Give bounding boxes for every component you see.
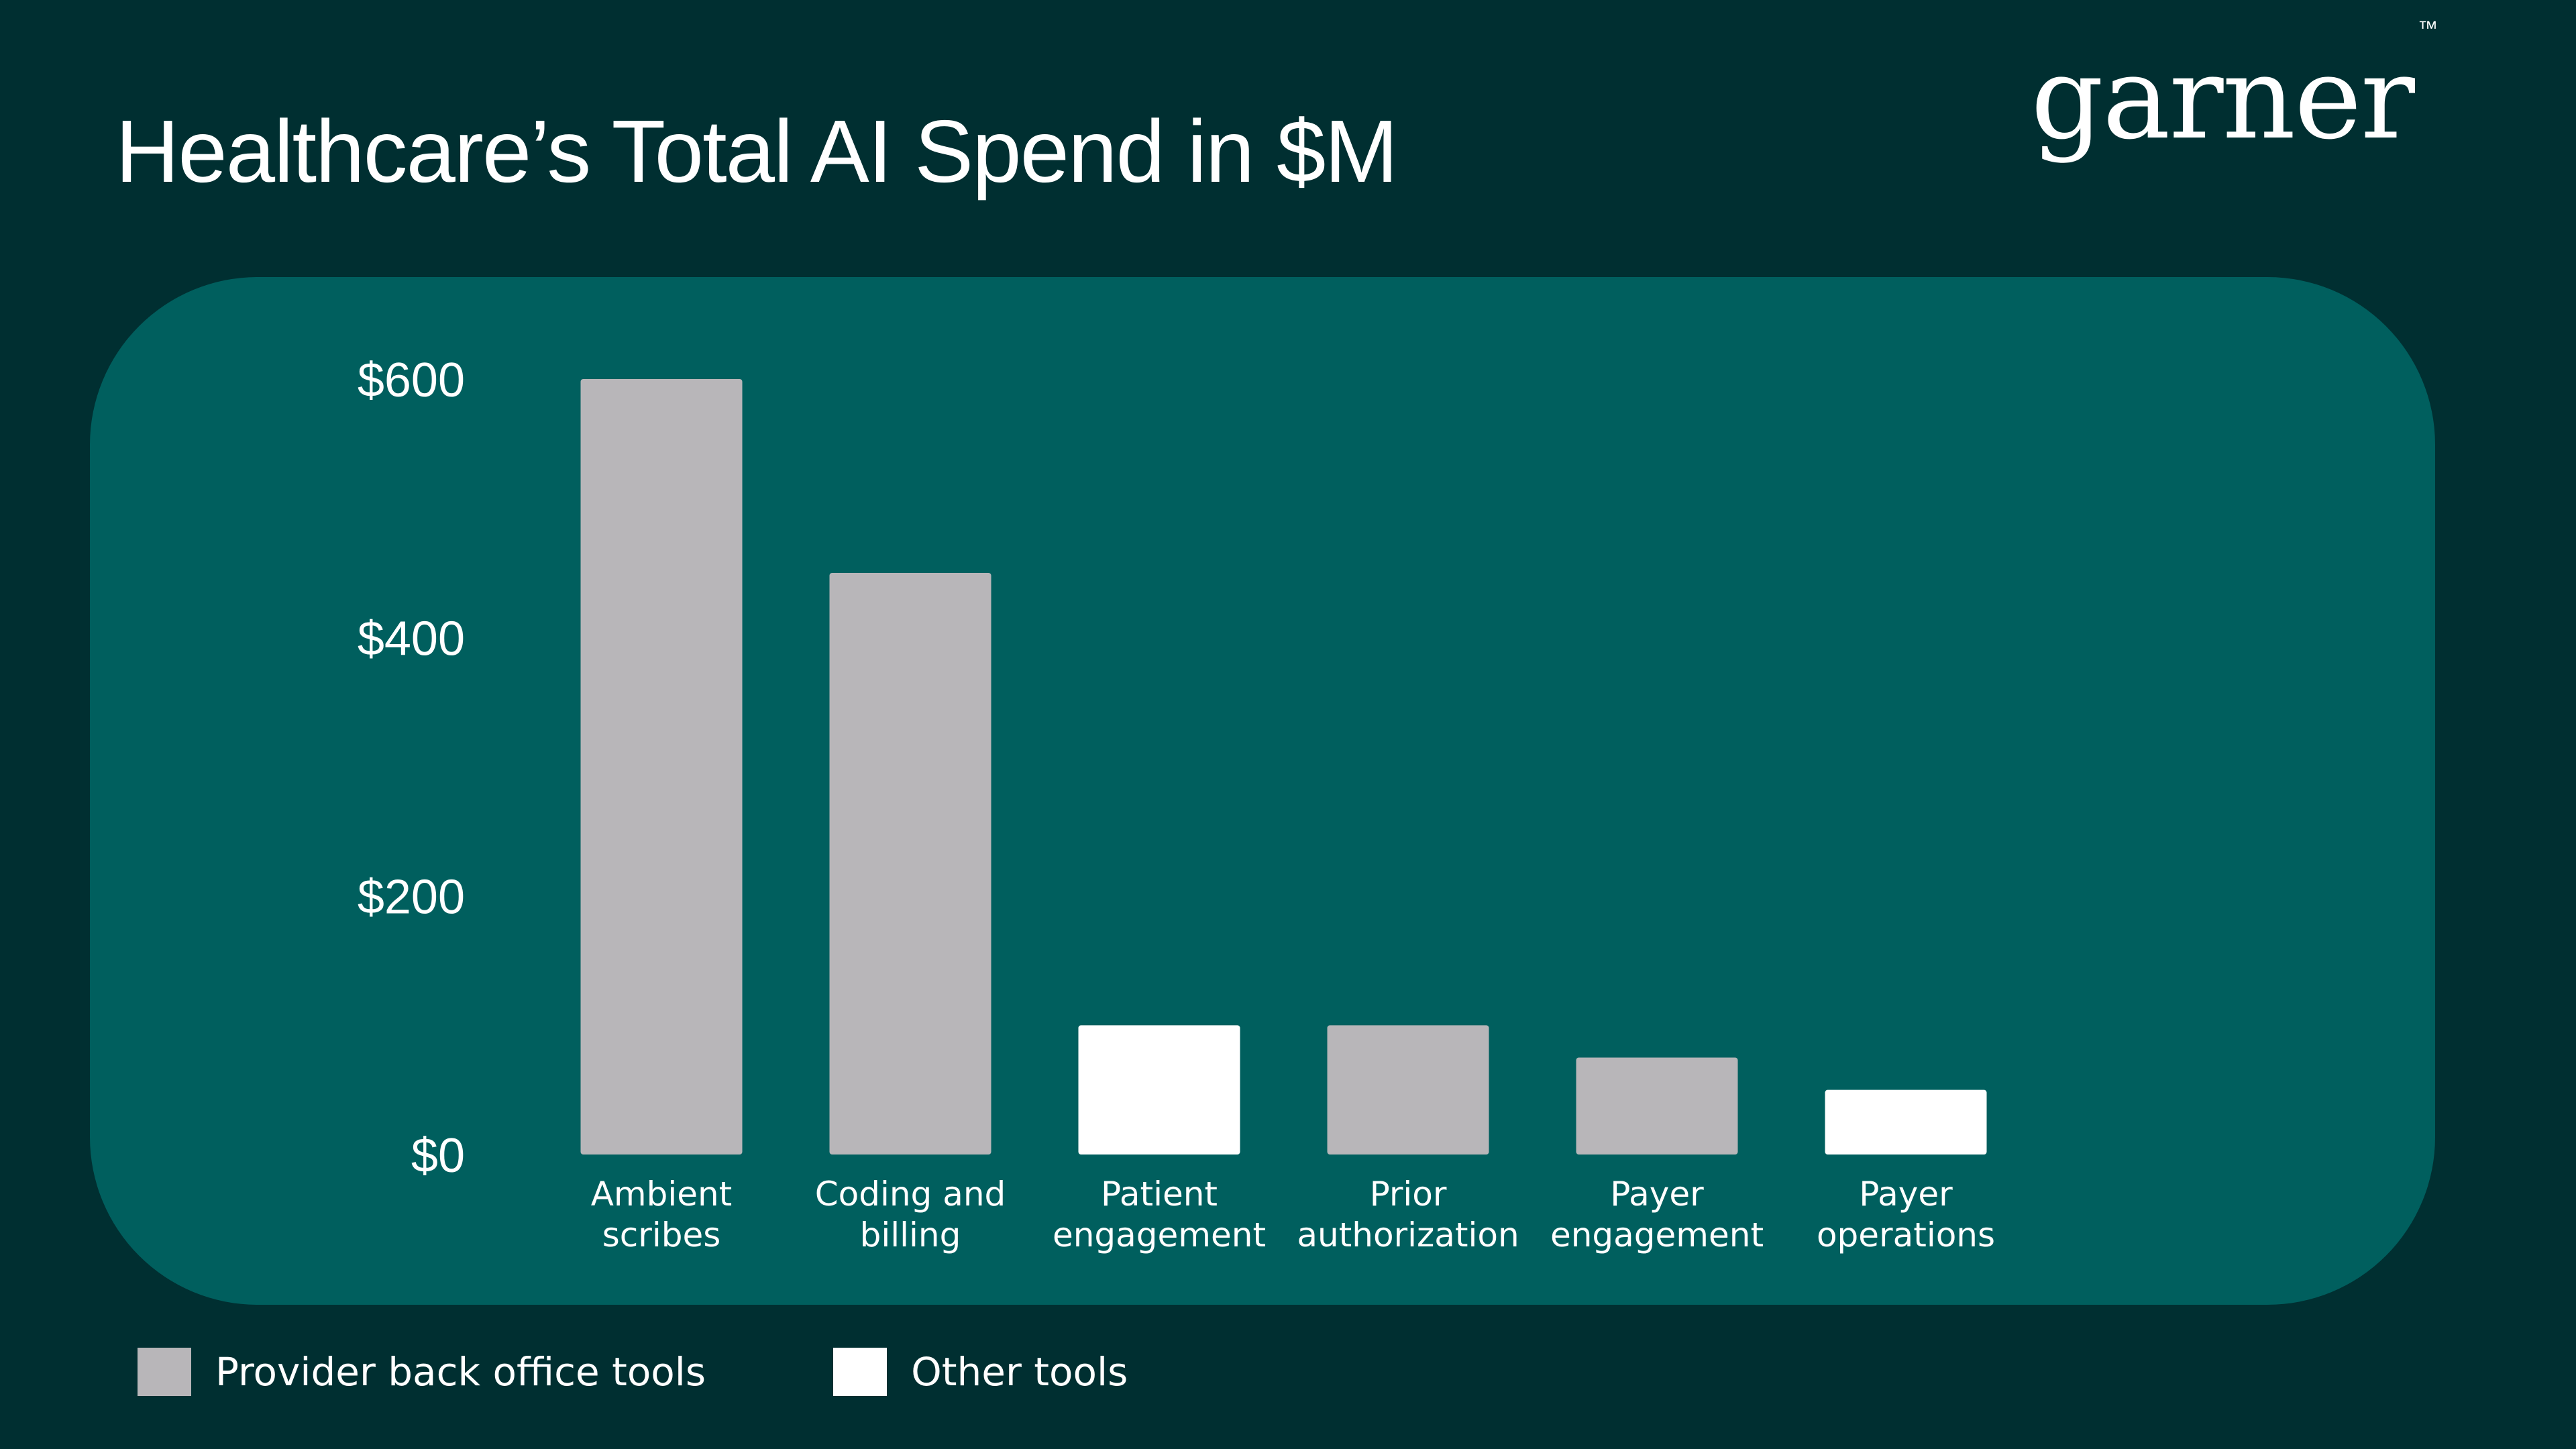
bar (1327, 1025, 1489, 1155)
logo-text: garner (2031, 32, 2415, 165)
bar (1576, 1057, 1738, 1155)
legend-label-provider-back-office: Provider back office tools (215, 1349, 706, 1395)
x-tick-label: engagement (1053, 1216, 1266, 1254)
legend-swatch-provider-back-office (138, 1348, 191, 1396)
bar (1078, 1025, 1240, 1155)
garner-logo: garner™ (2031, 17, 2438, 165)
x-tick-label: scribes (602, 1216, 721, 1254)
legend-label-other-tools: Other tools (911, 1349, 1128, 1395)
y-tick-label: $200 (358, 871, 465, 924)
x-tick-label: billing (860, 1216, 961, 1254)
y-tick-label: $0 (411, 1129, 465, 1183)
x-tick-label: operations (1817, 1216, 1995, 1254)
legend-swatch-other-tools (833, 1348, 888, 1396)
bar (580, 379, 743, 1155)
y-tick-label: $600 (358, 354, 465, 407)
x-tick-label: engagement (1550, 1216, 1764, 1254)
x-tick-label: Coding and (815, 1175, 1006, 1214)
trademark-mark: ™ (2418, 17, 2438, 40)
bar (1825, 1089, 1987, 1155)
bar (829, 573, 991, 1155)
x-tick-label: Payer (1610, 1175, 1704, 1214)
y-tick-label: $400 (358, 612, 465, 665)
x-tick-label: Ambient (591, 1175, 733, 1214)
legend-item-other-tools: Other tools (833, 1348, 1128, 1396)
chart-panel (90, 277, 2435, 1305)
x-tick-label: Patient (1101, 1175, 1218, 1214)
chart-title: Healthcare’s Total AI Spend in $M (115, 102, 1398, 201)
legend-item-provider-back-office: Provider back office tools (138, 1348, 706, 1396)
x-tick-label: Payer (1859, 1175, 1953, 1214)
x-tick-label: Prior (1370, 1175, 1447, 1214)
legend: Provider back office tools Other tools (138, 1345, 1255, 1399)
x-tick-label: authorization (1297, 1216, 1519, 1254)
